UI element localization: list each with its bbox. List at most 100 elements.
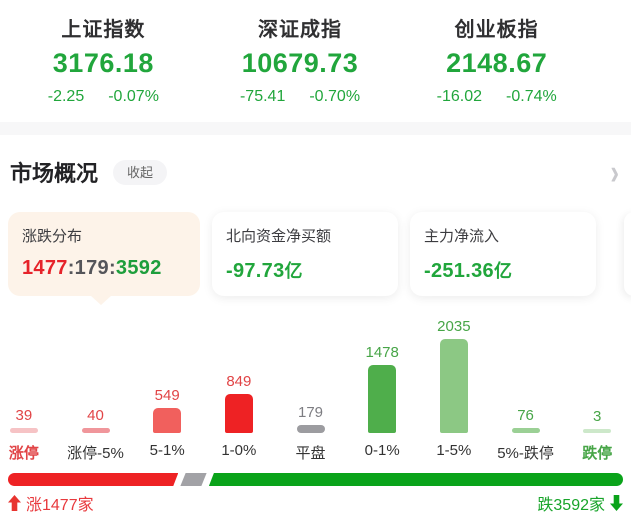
bar-area: 549 — [153, 315, 182, 433]
chart-column: 849 1-0% — [203, 315, 275, 465]
chart-column: 3 跌停 — [561, 315, 631, 465]
selected-card-pointer — [90, 295, 112, 305]
card-value: -97.73亿 — [226, 257, 384, 283]
index-value: 10679.73 — [241, 48, 359, 78]
index-name: 上证指数 — [61, 19, 146, 41]
bar-area: 2035 — [437, 315, 471, 433]
bar — [81, 428, 110, 433]
unit: 亿 — [284, 261, 303, 281]
bar-area: 39 — [9, 315, 38, 433]
bar-category-label: 涨停-5% — [67, 445, 124, 462]
chart-column: 40 涨停-5% — [60, 315, 132, 465]
index-quote-shenzhen[interactable]: 深证成指 10679.73 -75.41 -0.70% — [202, 0, 399, 122]
index-strip: 上证指数 3176.18 -2.25 -0.07% 深证成指 10679.73 … — [0, 0, 631, 122]
bar-category-label: 5-1% — [149, 442, 185, 459]
advancers-segment — [8, 473, 178, 486]
bar-category-label: 5%-跌停 — [497, 445, 554, 462]
separator: : — [108, 257, 116, 279]
bar — [583, 429, 612, 433]
bar-category-label: 1-0% — [221, 442, 257, 459]
advance-decline-summary: 涨1477家 跌3592家 — [8, 491, 623, 515]
chart-column: 2035 1-5% — [418, 315, 490, 465]
chart-column: 76 5%-跌停 — [490, 315, 562, 465]
value: -251.36 — [424, 260, 494, 282]
bar-value-label: 1478 — [365, 344, 399, 361]
bar-category-label: 平盘 — [295, 445, 326, 462]
bar-value-label: 849 — [226, 373, 252, 390]
chart-column: 1478 0-1% — [346, 315, 418, 465]
index-change-row: -16.02 -0.74% — [437, 88, 557, 106]
bar-value-label: 549 — [154, 387, 180, 404]
bar-category-label: 跌停 — [582, 445, 613, 462]
bar-value-label: 76 — [517, 407, 534, 424]
collapse-button[interactable]: 收起 — [113, 159, 168, 185]
chart-column: 549 5-1% — [131, 315, 203, 465]
value: -97.73 — [226, 260, 285, 282]
decliners-label: 跌3592家 — [537, 497, 605, 514]
advancers-label: 涨1477家 — [26, 497, 94, 514]
card-main-force-net-inflow[interactable]: 主力净流入 -251.36亿 — [410, 212, 596, 296]
bar — [296, 425, 325, 433]
distribution-bar-chart: 39 涨停 40 涨停-5% 549 5-1% 849 1-0% 179 平盘 1478 0-1% 20… — [0, 315, 631, 465]
chart-column: 39 涨停 — [0, 315, 60, 465]
index-quote-shanghai[interactable]: 上证指数 3176.18 -2.25 -0.07% — [5, 0, 202, 122]
down-count: 3592 — [115, 257, 162, 279]
bar-area: 40 — [81, 315, 110, 433]
bar-category-label: 涨停 — [8, 445, 39, 462]
section-header: 市场概况 收起 › — [10, 148, 619, 196]
bar-value-label: 39 — [15, 407, 33, 424]
section-divider — [0, 122, 631, 135]
unit: 亿 — [493, 261, 513, 281]
card-title: 涨跌分布 — [22, 228, 83, 245]
bar — [439, 339, 468, 433]
bar-area: 1478 — [366, 315, 399, 433]
up-arrow-icon — [8, 495, 21, 511]
bar-category-label: 0-1% — [364, 442, 400, 459]
index-change-pct: -0.74% — [506, 88, 557, 105]
card-value: 1477:179:3592 — [22, 257, 186, 280]
index-change-pct: -0.70% — [309, 88, 361, 105]
bar — [224, 394, 253, 433]
card-rise-fall-distribution[interactable]: 涨跌分布 1477:179:3592 — [8, 212, 200, 305]
advance-decline-ratio-bar — [8, 473, 623, 486]
bar-value-label: 2035 — [437, 318, 471, 335]
unchanged-segment — [180, 473, 207, 486]
bar-area: 849 — [224, 315, 253, 433]
bar — [511, 428, 540, 433]
bar — [368, 365, 397, 433]
index-change-row: -2.25 -0.07% — [48, 88, 159, 106]
index-change: -75.41 — [239, 88, 286, 105]
bar-area: 3 — [583, 315, 612, 433]
next-card-edge — [624, 212, 631, 296]
separator: : — [67, 257, 75, 279]
index-change-row: -75.41 -0.70% — [240, 88, 360, 106]
bar-area: 179 — [296, 315, 325, 433]
bar-value-label: 179 — [298, 404, 324, 421]
flat-count: 179 — [74, 257, 109, 279]
card-title: 北向资金净买额 — [226, 228, 332, 245]
index-value: 3176.18 — [52, 48, 154, 78]
card-value: -251.36亿 — [424, 257, 582, 283]
bar — [9, 428, 38, 433]
index-change: -16.02 — [436, 88, 483, 105]
summary-cards-row: 涨跌分布 1477:179:3592 北向资金净买额 -97.73亿 主力净流入… — [8, 212, 596, 305]
index-quote-chinext[interactable]: 创业板指 2148.67 -16.02 -0.74% — [398, 0, 595, 122]
index-change: -2.25 — [47, 88, 85, 105]
bar — [153, 408, 182, 433]
index-name: 深证成指 — [258, 19, 342, 41]
section-title: 市场概况 — [10, 161, 99, 186]
card-northbound-net-buy[interactable]: 北向资金净买额 -97.73亿 — [212, 212, 398, 296]
card-title: 主力净流入 — [424, 228, 500, 245]
bar-value-label: 40 — [87, 407, 104, 424]
up-count: 1477 — [22, 257, 68, 279]
down-arrow-icon — [610, 495, 623, 511]
chevron-right-icon[interactable]: › — [610, 151, 619, 193]
index-value: 2148.67 — [446, 48, 548, 78]
index-name: 创业板指 — [454, 19, 539, 41]
decliners-segment — [208, 473, 623, 486]
bar-category-label: 1-5% — [436, 442, 472, 459]
bar-area: 76 — [511, 315, 540, 433]
chart-column: 179 平盘 — [275, 315, 347, 465]
advancers-summary: 涨1477家 — [8, 491, 94, 515]
